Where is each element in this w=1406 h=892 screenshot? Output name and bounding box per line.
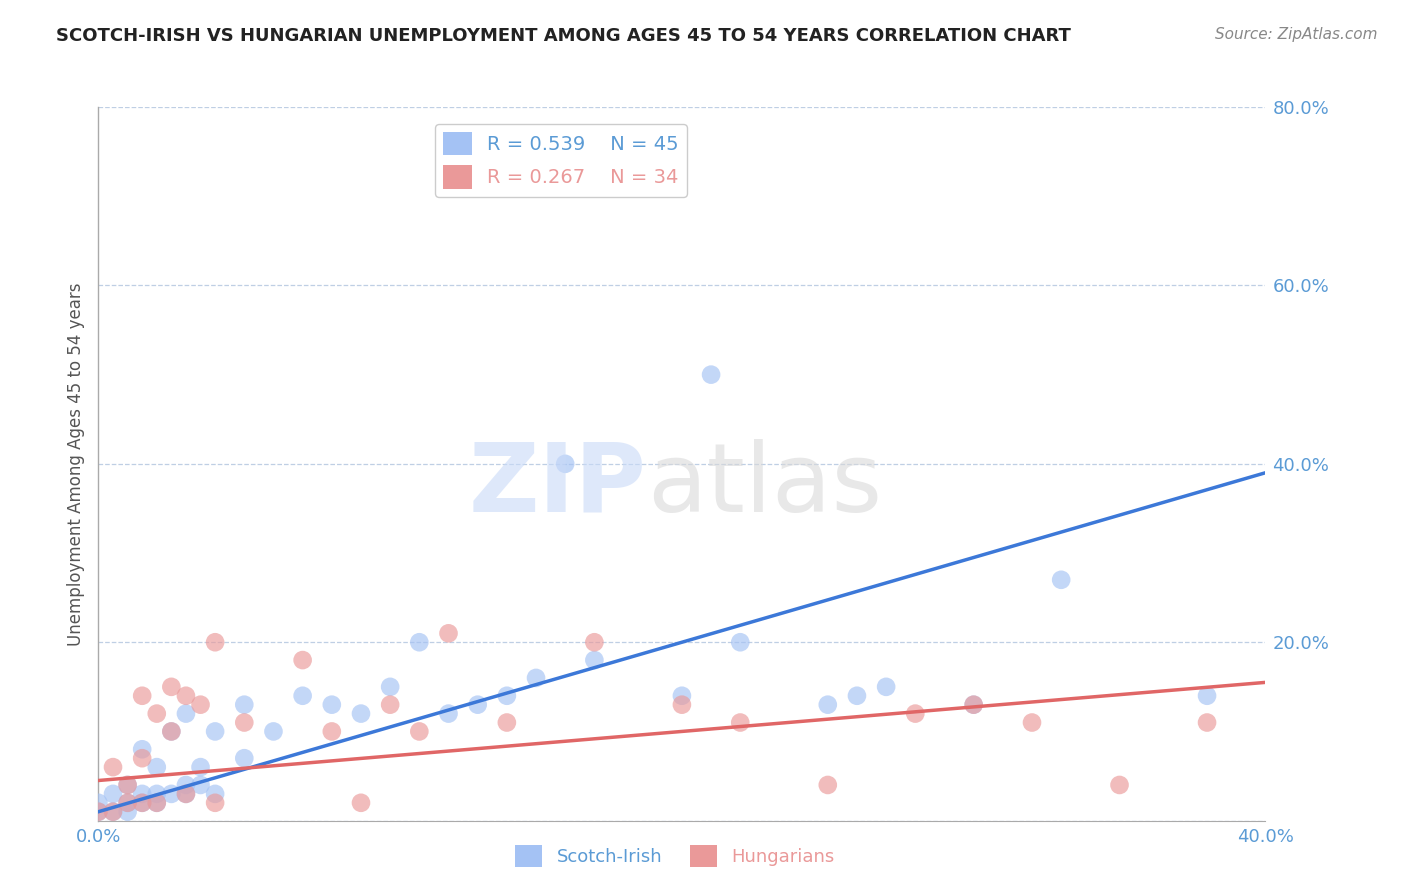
Point [87,805,110,819]
Point [583,635,606,649]
Point [350,706,373,721]
Legend: Scotch-Irish, Hungarians: Scotch-Irish, Hungarians [508,838,842,874]
Point [495,689,517,703]
Point [190,698,212,712]
Point [583,653,606,667]
Point [408,724,430,739]
Y-axis label: Unemployment Among Ages 45 to 54 years: Unemployment Among Ages 45 to 54 years [66,282,84,646]
Point [817,778,839,792]
Point [204,787,226,801]
Point [131,787,153,801]
Text: atlas: atlas [647,439,882,532]
Point [233,698,256,712]
Point [728,635,751,649]
Point [174,706,197,721]
Point [524,671,547,685]
Point [146,787,169,801]
Point [962,698,984,712]
Point [1195,689,1218,703]
Point [131,796,153,810]
Point [291,653,314,667]
Point [117,778,139,792]
Point [174,689,197,703]
Point [190,778,212,792]
Point [467,698,489,712]
Point [233,751,256,765]
Point [495,715,517,730]
Point [554,457,576,471]
Point [117,796,139,810]
Point [350,796,373,810]
Point [378,680,402,694]
Text: ZIP: ZIP [470,439,647,532]
Text: Source: ZipAtlas.com: Source: ZipAtlas.com [1215,27,1378,42]
Point [671,698,693,712]
Point [408,635,430,649]
Point [131,689,153,703]
Point [233,715,256,730]
Point [101,805,124,819]
Point [174,787,197,801]
Point [131,751,153,765]
Point [378,698,402,712]
Point [262,724,284,739]
Point [671,689,693,703]
Point [131,742,153,756]
Point [204,796,226,810]
Point [160,680,183,694]
Point [174,787,197,801]
Point [101,787,124,801]
Point [204,635,226,649]
Point [146,760,169,774]
Point [700,368,723,382]
Point [117,805,139,819]
Point [875,680,897,694]
Point [117,796,139,810]
Point [117,778,139,792]
Point [146,706,169,721]
Point [437,706,460,721]
Point [321,698,343,712]
Point [1021,715,1043,730]
Point [817,698,839,712]
Point [87,805,110,819]
Point [437,626,460,640]
Point [101,805,124,819]
Point [845,689,868,703]
Point [1195,715,1218,730]
Point [160,787,183,801]
Point [728,715,751,730]
Point [146,796,169,810]
Point [101,760,124,774]
Point [204,724,226,739]
Point [1050,573,1073,587]
Point [146,796,169,810]
Point [1108,778,1130,792]
Point [131,796,153,810]
Point [174,778,197,792]
Legend: R = 0.539    N = 45, R = 0.267    N = 34: R = 0.539 N = 45, R = 0.267 N = 34 [434,124,686,196]
Point [160,724,183,739]
Point [87,796,110,810]
Point [160,724,183,739]
Text: SCOTCH-IRISH VS HUNGARIAN UNEMPLOYMENT AMONG AGES 45 TO 54 YEARS CORRELATION CHA: SCOTCH-IRISH VS HUNGARIAN UNEMPLOYMENT A… [56,27,1071,45]
Point [190,760,212,774]
Point [904,706,927,721]
Point [962,698,984,712]
Point [291,689,314,703]
Point [321,724,343,739]
